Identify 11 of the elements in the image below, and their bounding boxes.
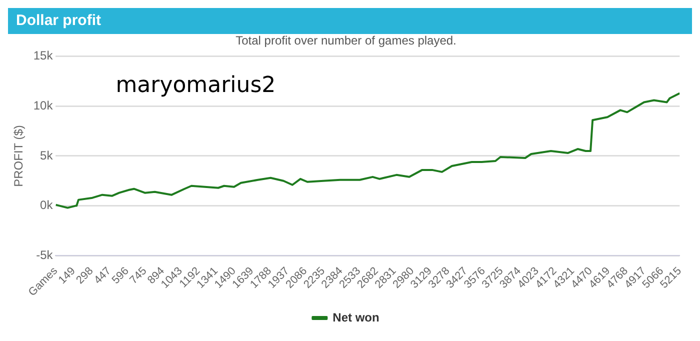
y-tick-label: 0k — [40, 198, 54, 212]
y-tick-label: -5k — [36, 248, 54, 262]
chart-subtitle: Total profit over number of games played. — [236, 34, 456, 48]
y-axis-title: PROFIT ($) — [12, 125, 26, 187]
y-tick-label: 15k — [33, 48, 54, 63]
legend-label: Net won — [332, 310, 380, 324]
y-tick-label: 5k — [40, 148, 54, 162]
annotation: maryomarius2 — [116, 73, 276, 98]
chart-title: Dollar profit — [8, 8, 692, 34]
x-tick-label: 596 — [110, 265, 132, 287]
y-tick-label: 10k — [33, 98, 54, 113]
